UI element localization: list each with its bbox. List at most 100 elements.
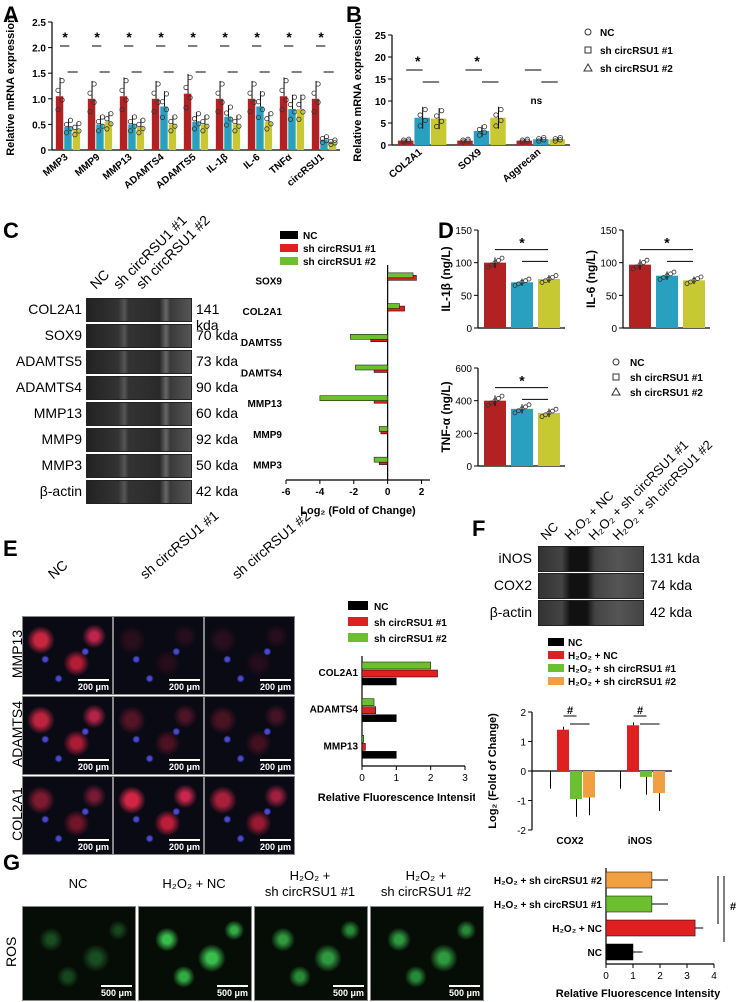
data-point — [523, 404, 528, 410]
legend-swatch — [348, 617, 368, 626]
legend-label: NC — [600, 28, 614, 39]
data-point — [519, 406, 525, 412]
data-point — [526, 402, 532, 408]
bar — [373, 456, 388, 463]
bar — [104, 121, 113, 150]
lane-label: NC — [86, 266, 113, 292]
scale-bar: 500 μm — [333, 985, 364, 998]
y-axis-label: TNF-α (ng/L) — [440, 381, 453, 452]
fluorescence-micrograph: 200 μm — [113, 776, 204, 855]
column-label: NC — [44, 556, 71, 582]
significance-marker: * — [222, 29, 228, 45]
data-point — [439, 108, 445, 114]
legend-swatch — [348, 601, 368, 610]
fluorescence-micrograph: 200 μm — [22, 696, 113, 775]
data-point — [172, 114, 178, 120]
y-tick-label: ADAMTS5 — [240, 338, 282, 349]
blot-band-row — [538, 600, 644, 626]
scale-bar: 500 μm — [101, 985, 132, 998]
data-point — [215, 109, 221, 115]
bar — [192, 121, 200, 150]
y-tick-label: 2.0 — [32, 44, 46, 55]
data-point — [279, 87, 285, 93]
data-point — [108, 111, 114, 117]
legend-label: sh circRSU1 #2 — [303, 257, 376, 268]
x-tick-label: 1 — [394, 773, 400, 784]
data-point — [311, 90, 317, 96]
data-point — [519, 137, 525, 143]
bar — [430, 118, 447, 145]
data-point — [91, 99, 97, 105]
data-point — [200, 128, 206, 134]
bar — [361, 751, 397, 759]
legend-marker — [612, 358, 620, 366]
x-tick-label: -4 — [315, 487, 324, 498]
bar — [629, 264, 651, 328]
band-kda: 131 kda — [650, 550, 700, 566]
data-point — [630, 266, 636, 272]
data-point — [492, 398, 498, 404]
legend-swatch — [548, 664, 564, 672]
data-point — [512, 410, 518, 416]
significance-marker: * — [158, 29, 164, 45]
y-tick-label: 0 — [466, 324, 472, 335]
data-point — [104, 126, 110, 132]
data-point — [140, 117, 146, 123]
data-point — [460, 137, 466, 143]
bar — [264, 121, 273, 150]
y-axis-label: IL-1β (ng/L) — [440, 246, 453, 311]
scale-bar: 200 μm — [260, 759, 291, 772]
data-point — [485, 264, 491, 270]
ros-micrograph: 500 μm — [370, 906, 484, 1001]
data-point — [140, 125, 146, 132]
data-point — [401, 137, 407, 143]
bar — [361, 669, 438, 678]
data-point — [311, 109, 317, 115]
band-kda: 70 kda — [196, 327, 239, 343]
y-tick-label: H₂O₂ + sh circRSU1 #2 — [494, 876, 603, 887]
x-tick-label: iNOS — [628, 836, 653, 847]
band-label: MMP9 — [41, 431, 82, 447]
data-point — [283, 97, 289, 103]
data-point — [191, 126, 198, 132]
data-point — [332, 137, 338, 143]
bar — [55, 96, 64, 150]
data-point — [236, 123, 242, 129]
data-point — [300, 109, 306, 115]
scale-bar: 200 μm — [78, 839, 109, 852]
data-point — [481, 124, 488, 130]
data-point — [287, 101, 294, 108]
data-point — [59, 78, 65, 84]
significance-marker: * — [519, 235, 525, 251]
significance-marker: * — [474, 53, 480, 69]
bar — [72, 129, 81, 150]
data-point — [634, 264, 639, 270]
data-point — [223, 122, 230, 128]
panel-label-b: B — [346, 2, 362, 27]
legend-swatch — [280, 244, 298, 252]
data-point — [296, 101, 302, 108]
data-point — [465, 136, 471, 142]
y-tick-label: 0 — [40, 146, 46, 157]
y-tick-label: COL2A1 — [319, 668, 359, 679]
y-tick-label: 50 — [606, 291, 618, 302]
data-point — [136, 121, 142, 128]
data-point — [552, 136, 558, 142]
data-point — [291, 109, 298, 115]
x-tick-label: COL2A1 — [387, 147, 425, 181]
y-tick-label: ADAMTS4 — [240, 369, 282, 380]
legend-label: H₂O₂ + sh circRSU1 #2 — [568, 677, 677, 688]
x-tick-label: 2 — [428, 773, 434, 784]
data-point — [95, 128, 102, 134]
x-tick-label: -6 — [282, 487, 291, 498]
data-point — [172, 123, 178, 129]
data-point — [87, 90, 93, 96]
data-point — [76, 128, 82, 134]
data-point — [519, 139, 525, 145]
data-point — [219, 99, 225, 105]
panel-b-bar-chart: 0 5 10 15 20 25 Relative mRNA expression * COL2A… — [352, 22, 673, 185]
data-point — [498, 117, 504, 124]
blot-band-row — [538, 546, 644, 572]
data-point — [72, 132, 78, 138]
y-axis-label: Log₂ (Fold of Change) — [487, 713, 499, 829]
